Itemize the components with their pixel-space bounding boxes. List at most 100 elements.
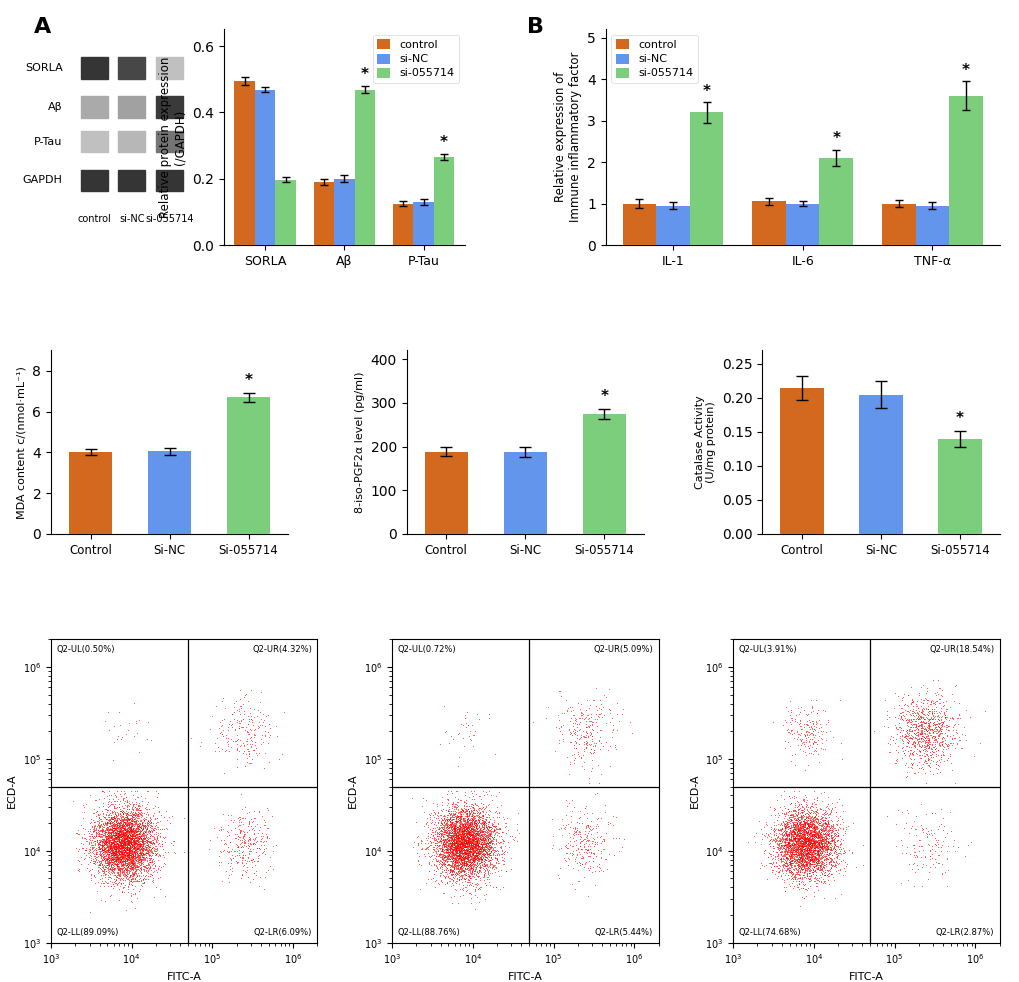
Point: [258, 708, 274, 724]
Point: [775, 844, 792, 859]
Point: [793, 825, 809, 841]
Point: [783, 855, 799, 871]
Point: [915, 753, 931, 769]
Point: [452, 803, 469, 819]
Point: [106, 851, 122, 867]
Point: [462, 835, 478, 850]
Point: [453, 857, 470, 873]
Point: [808, 870, 824, 886]
Point: [459, 805, 475, 821]
Point: [807, 717, 823, 733]
Point: [446, 835, 463, 850]
Point: [117, 837, 133, 852]
Point: [814, 835, 830, 850]
Point: [811, 858, 827, 874]
Point: [465, 800, 481, 816]
Point: [910, 733, 926, 748]
Point: [113, 853, 129, 869]
Point: [471, 839, 487, 854]
Point: [150, 846, 166, 862]
Point: [459, 811, 475, 827]
Point: [797, 824, 813, 840]
Point: [105, 837, 121, 852]
Point: [458, 792, 474, 808]
Point: [113, 828, 129, 844]
Point: [455, 848, 472, 864]
Point: [443, 821, 460, 837]
Point: [808, 833, 824, 848]
Point: [444, 839, 461, 854]
Point: [100, 871, 116, 887]
Point: [783, 826, 799, 842]
Point: [119, 838, 136, 853]
Point: [452, 716, 469, 732]
Point: [136, 835, 152, 850]
Point: [912, 713, 928, 729]
Point: [790, 870, 806, 886]
Point: [924, 739, 941, 755]
Point: [91, 853, 107, 869]
Point: [117, 835, 133, 850]
Point: [802, 818, 818, 834]
Point: [825, 825, 842, 841]
Point: [101, 851, 117, 867]
Point: [125, 804, 142, 820]
Point: [101, 833, 117, 848]
Point: [454, 833, 471, 848]
Point: [912, 723, 928, 738]
Point: [450, 837, 467, 852]
Point: [798, 724, 814, 739]
Point: [832, 862, 848, 878]
Point: [771, 822, 788, 838]
Point: [809, 844, 825, 859]
Point: [121, 820, 138, 836]
Point: [607, 809, 624, 825]
Point: [590, 859, 606, 875]
Point: [464, 835, 480, 850]
Point: [256, 812, 272, 828]
Point: [892, 700, 908, 716]
Point: [449, 794, 466, 810]
Point: [937, 729, 954, 744]
Point: [461, 825, 477, 841]
Point: [125, 807, 142, 823]
Point: [578, 717, 594, 733]
Point: [82, 862, 98, 878]
Point: [454, 818, 471, 834]
Point: [131, 822, 148, 838]
Point: [906, 730, 922, 745]
Point: [98, 831, 114, 846]
Point: [455, 853, 472, 869]
Point: [798, 830, 814, 846]
Point: [127, 809, 144, 825]
Point: [790, 844, 806, 859]
Point: [581, 727, 597, 742]
Point: [445, 815, 462, 831]
Point: [234, 696, 251, 712]
Point: [815, 815, 832, 831]
Point: [126, 822, 143, 838]
Point: [100, 840, 116, 855]
Point: [90, 822, 106, 838]
Point: [126, 828, 143, 844]
Point: [459, 823, 475, 839]
Point: [99, 843, 115, 858]
Point: [432, 823, 448, 839]
Point: [904, 746, 920, 762]
Point: [793, 722, 809, 737]
Point: [569, 873, 585, 889]
Point: [483, 865, 499, 881]
Point: [94, 838, 110, 853]
Point: [243, 723, 259, 738]
Point: [132, 860, 149, 876]
Point: [473, 822, 489, 838]
Point: [120, 863, 137, 879]
Point: [129, 818, 146, 834]
Point: [476, 816, 492, 832]
Point: [461, 831, 477, 846]
Point: [232, 825, 249, 841]
Point: [127, 806, 144, 822]
Point: [464, 808, 480, 824]
Point: [431, 841, 447, 856]
Point: [459, 839, 475, 854]
